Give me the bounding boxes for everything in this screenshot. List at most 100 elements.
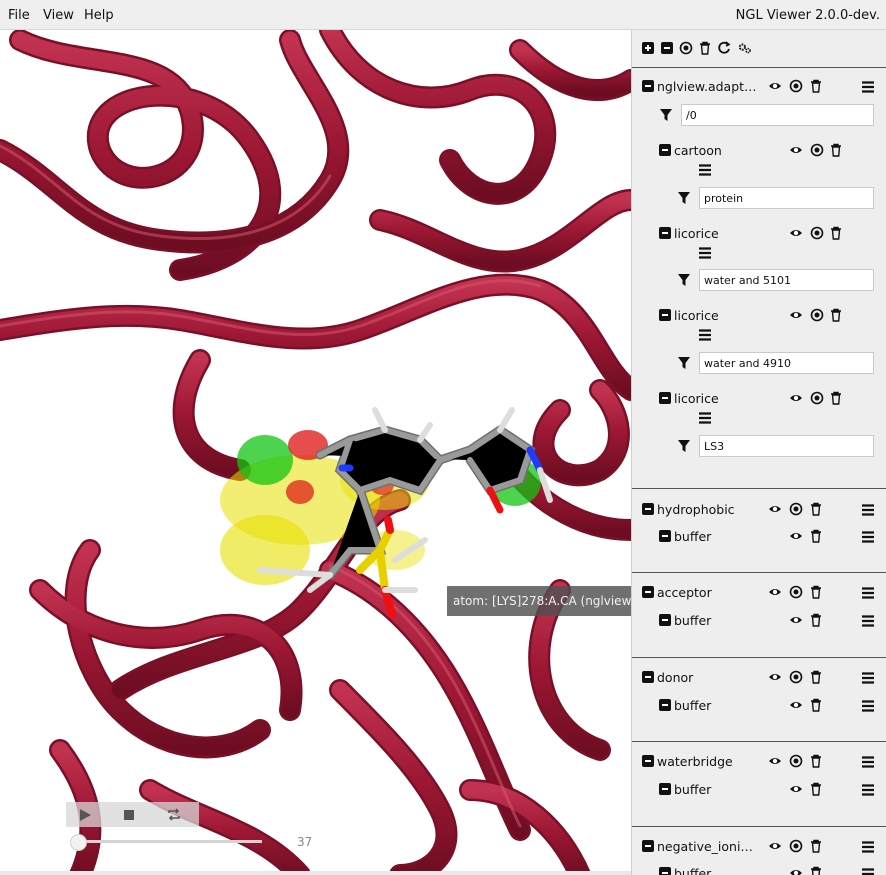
center-icon[interactable] — [810, 143, 824, 157]
center-icon[interactable] — [810, 391, 824, 405]
eye-icon[interactable] — [789, 866, 803, 875]
delete-icon[interactable] — [829, 143, 843, 157]
collapse-icon[interactable] — [641, 754, 655, 768]
rep-item: cartoon — [632, 132, 886, 215]
center-icon[interactable] — [789, 839, 803, 853]
menu-icon[interactable] — [861, 586, 875, 600]
menu-icon[interactable] — [861, 80, 875, 94]
menu-icon[interactable] — [861, 530, 875, 544]
delete-icon[interactable] — [809, 585, 823, 599]
component-panel-donor: donor buffer — [632, 658, 886, 742]
delete-icon[interactable] — [829, 308, 843, 322]
collapse-icon[interactable] — [641, 839, 655, 853]
rep-filter-input[interactable] — [699, 187, 874, 209]
component-name: acceptor — [657, 585, 712, 600]
menu-icon[interactable] — [698, 163, 712, 177]
menu-icon[interactable] — [698, 411, 712, 425]
menu-icon[interactable] — [861, 867, 875, 875]
collapse-icon[interactable] — [658, 866, 672, 875]
collapse-icon[interactable] — [641, 670, 655, 684]
delete-icon[interactable] — [809, 782, 823, 796]
delete-icon[interactable] — [809, 754, 823, 768]
play-icon[interactable] — [80, 809, 91, 821]
eye-icon[interactable] — [768, 79, 782, 93]
delete-icon[interactable] — [809, 79, 823, 93]
reset-icon[interactable] — [717, 41, 731, 55]
collapse-icon[interactable] — [658, 391, 672, 405]
menu-icon[interactable] — [861, 671, 875, 685]
center-icon[interactable] — [679, 41, 693, 55]
settings-icon[interactable] — [738, 41, 752, 55]
remove-icon[interactable] — [660, 41, 674, 55]
eye-icon[interactable] — [789, 698, 803, 712]
center-icon[interactable] — [810, 226, 824, 240]
center-icon[interactable] — [789, 585, 803, 599]
eye-icon[interactable] — [768, 585, 782, 599]
delete-icon[interactable] — [809, 698, 823, 712]
collapse-icon[interactable] — [641, 79, 655, 93]
rep-type: cartoon — [674, 143, 722, 158]
rep-filter-input[interactable] — [699, 435, 874, 457]
filter-icon — [678, 274, 690, 286]
rep-type: buffer — [674, 782, 712, 797]
protein-cartoon — [0, 30, 631, 875]
collapse-icon[interactable] — [641, 585, 655, 599]
center-icon[interactable] — [789, 670, 803, 684]
eye-icon[interactable] — [768, 839, 782, 853]
menu-icon[interactable] — [861, 783, 875, 797]
eye-icon[interactable] — [789, 529, 803, 543]
delete-icon[interactable] — [809, 866, 823, 875]
collapse-icon[interactable] — [658, 226, 672, 240]
frame-slider-track[interactable] — [78, 840, 262, 843]
eye-icon[interactable] — [789, 308, 803, 322]
collapse-icon[interactable] — [658, 529, 672, 543]
delete-icon[interactable] — [829, 226, 843, 240]
delete-icon[interactable] — [809, 670, 823, 684]
delete-icon[interactable] — [809, 502, 823, 516]
eye-icon[interactable] — [789, 613, 803, 627]
rep-item: licorice — [632, 380, 886, 458]
delete-icon[interactable] — [829, 391, 843, 405]
delete-icon[interactable] — [809, 839, 823, 853]
menu-view[interactable]: View — [43, 8, 74, 23]
collapse-icon[interactable] — [658, 308, 672, 322]
menu-icon[interactable] — [698, 328, 712, 342]
frame-slider-handle[interactable] — [70, 834, 87, 851]
structure-header: nglview.adapt… — [632, 68, 886, 102]
menu-icon[interactable] — [861, 755, 875, 769]
add-icon[interactable] — [641, 41, 655, 55]
menu-file[interactable]: File — [8, 8, 30, 23]
delete-icon[interactable] — [809, 529, 823, 543]
repeat-icon[interactable] — [167, 808, 181, 821]
rep-filter-input[interactable] — [699, 352, 874, 374]
menu-icon[interactable] — [861, 503, 875, 517]
molecule-viewport[interactable]: atom: [LYS]278:A.CA (nglview.adaptor.MDT… — [0, 30, 631, 875]
center-icon[interactable] — [789, 79, 803, 93]
stop-icon[interactable] — [124, 810, 134, 820]
menu-icon[interactable] — [861, 614, 875, 628]
eye-icon[interactable] — [789, 391, 803, 405]
structure-filter-input[interactable] — [681, 104, 874, 126]
center-icon[interactable] — [789, 502, 803, 516]
menu-help[interactable]: Help — [84, 8, 114, 23]
collapse-icon[interactable] — [641, 502, 655, 516]
collapse-icon[interactable] — [658, 143, 672, 157]
menu-icon[interactable] — [861, 840, 875, 854]
collapse-icon[interactable] — [658, 613, 672, 627]
eye-icon[interactable] — [789, 782, 803, 796]
collapse-icon[interactable] — [658, 698, 672, 712]
collapse-icon[interactable] — [658, 782, 672, 796]
rep-filter-input[interactable] — [699, 269, 874, 291]
delete-icon[interactable] — [809, 613, 823, 627]
delete-icon[interactable] — [698, 41, 712, 55]
rep-type: licorice — [674, 308, 719, 323]
eye-icon[interactable] — [768, 670, 782, 684]
center-icon[interactable] — [789, 754, 803, 768]
menu-icon[interactable] — [861, 699, 875, 713]
center-icon[interactable] — [810, 308, 824, 322]
eye-icon[interactable] — [789, 226, 803, 240]
eye-icon[interactable] — [789, 143, 803, 157]
eye-icon[interactable] — [768, 754, 782, 768]
menu-icon[interactable] — [698, 246, 712, 260]
eye-icon[interactable] — [768, 502, 782, 516]
